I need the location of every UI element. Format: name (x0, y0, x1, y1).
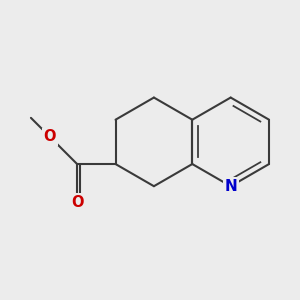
Text: O: O (44, 129, 56, 144)
Text: O: O (71, 195, 83, 210)
Text: N: N (224, 179, 237, 194)
